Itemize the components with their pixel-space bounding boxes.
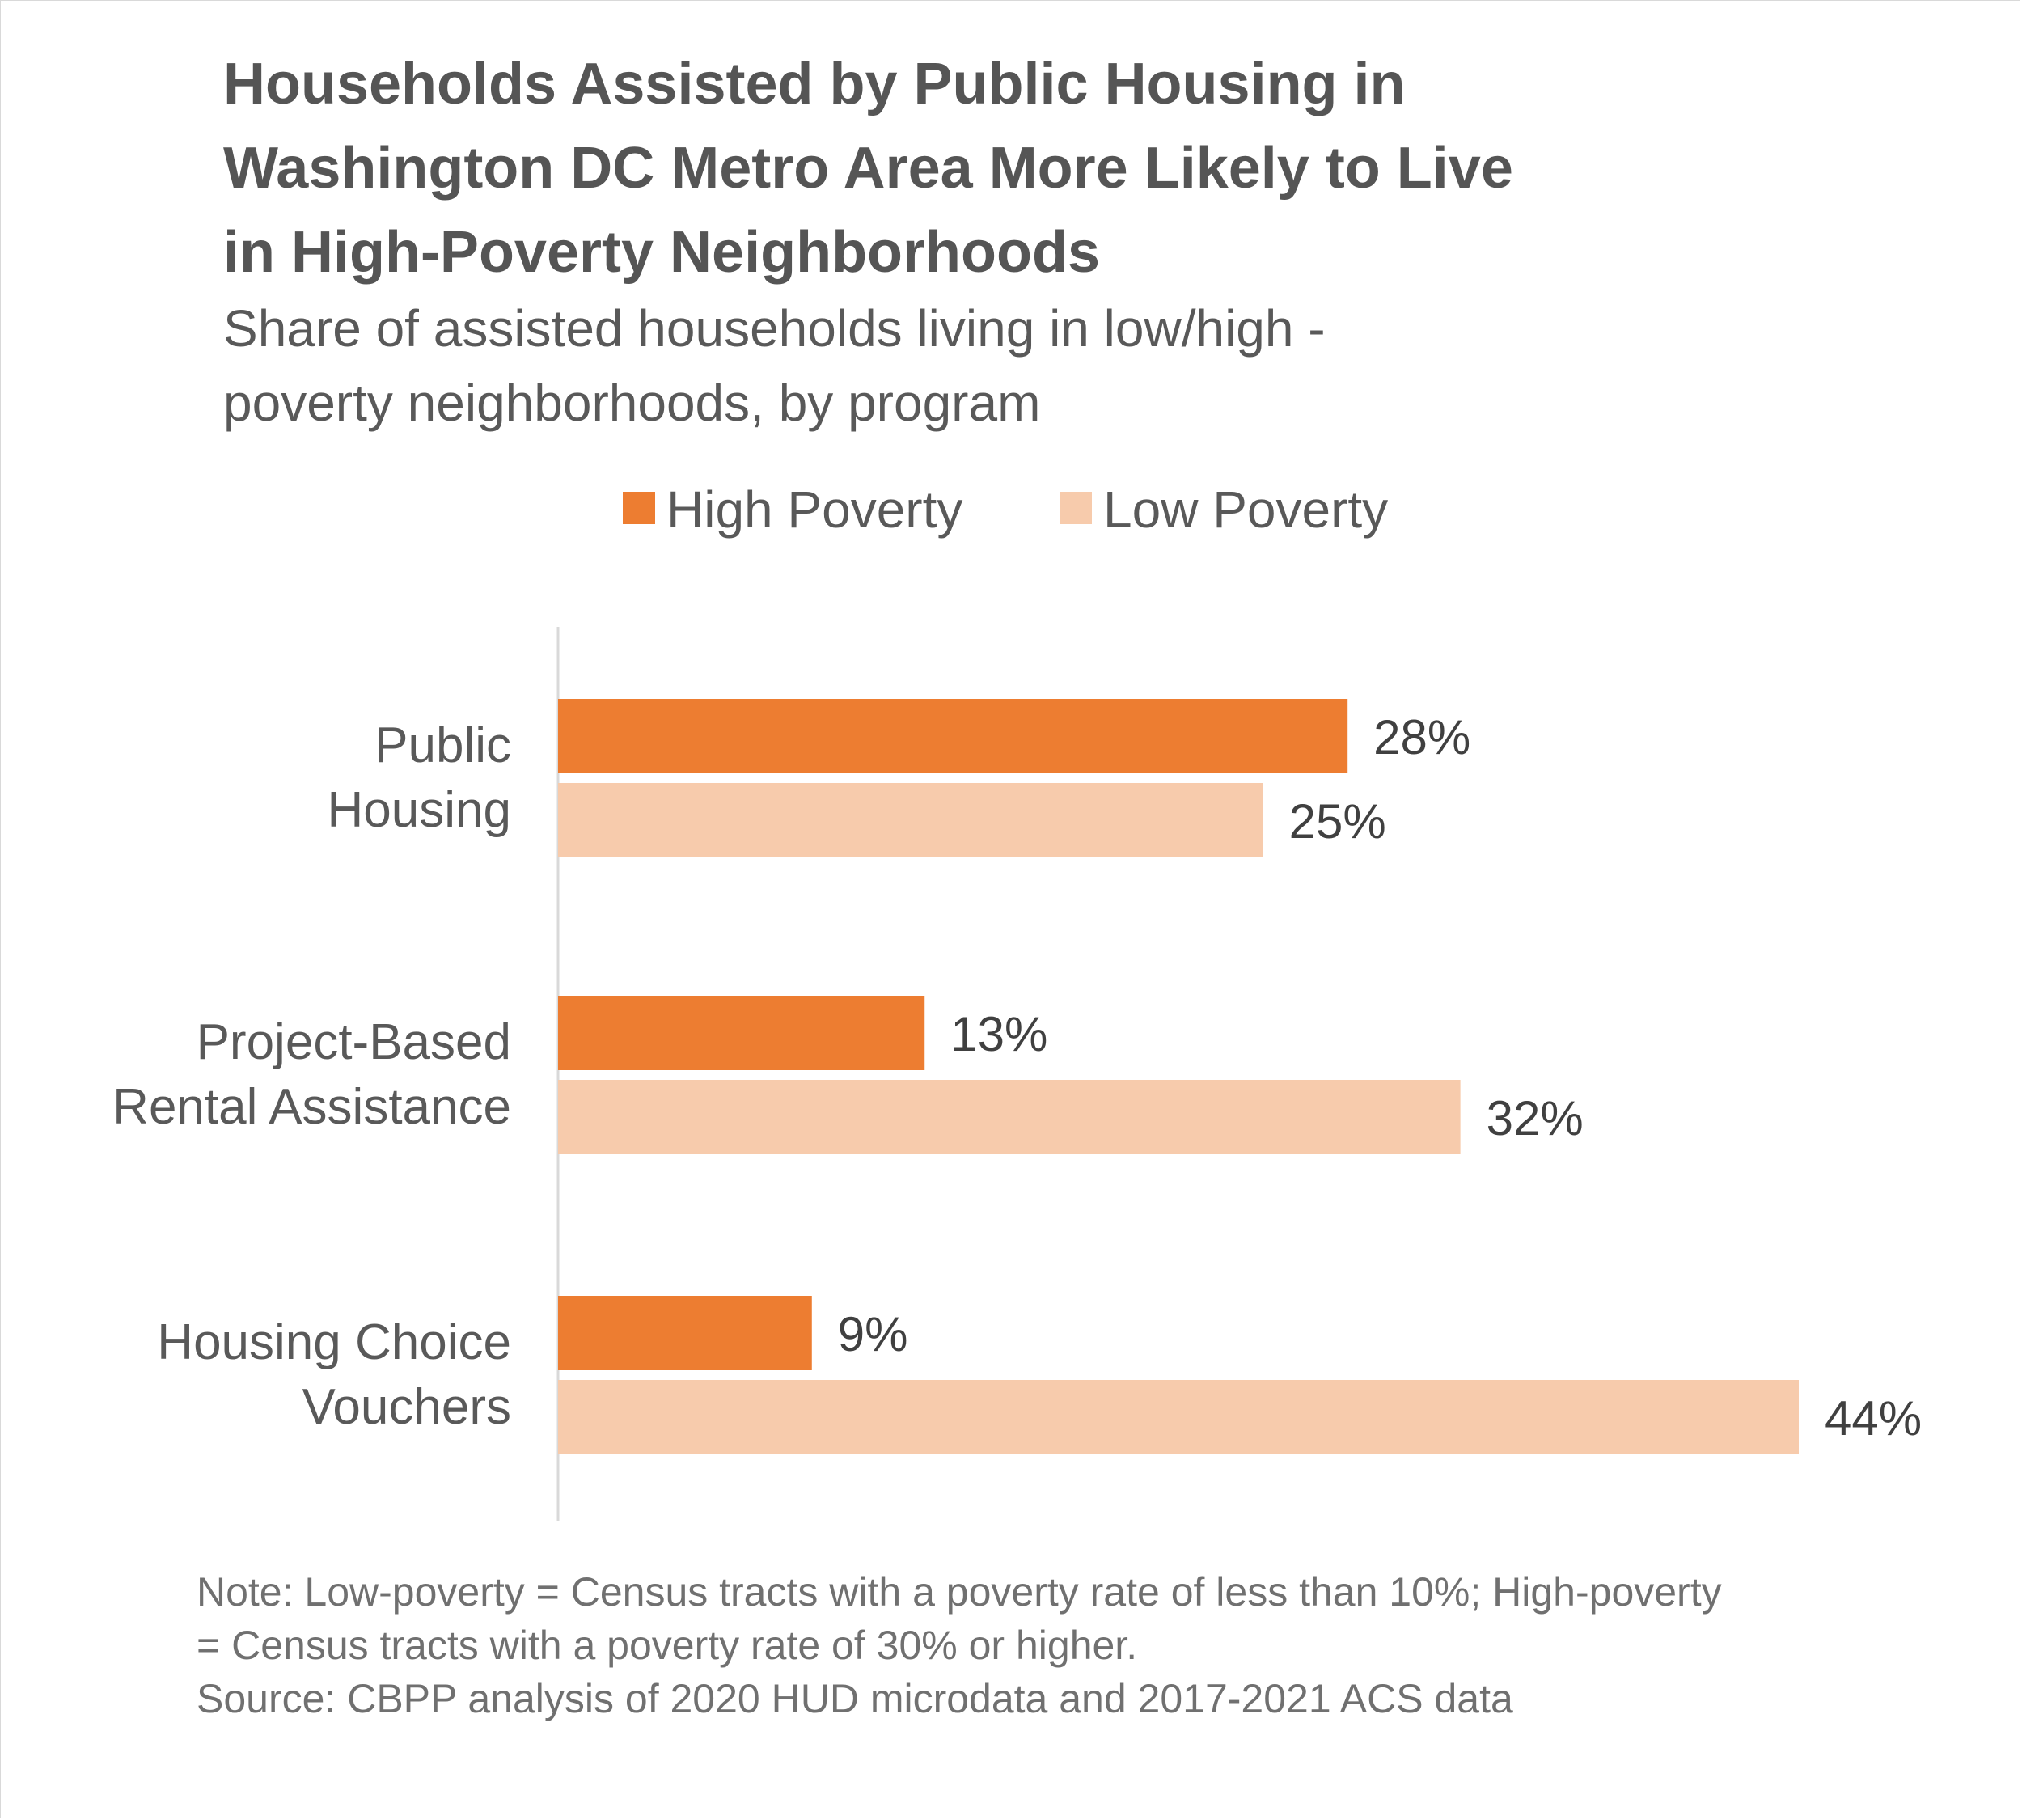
footnote-line-3: Source: CBPP analysis of 2020 HUD microd… [197,1676,1513,1721]
bar-low-poverty-0 [558,783,1263,857]
data-label-low-poverty-1: 32% [1487,1091,1584,1145]
chart-legend: High Poverty Low Poverty [0,477,2022,542]
bar-low-poverty-1 [558,1080,1461,1154]
title-line-2: Washington DC Metro Area More Likely to … [223,136,1513,201]
legend-label-high-poverty: High Poverty [666,480,963,539]
legend-label-low-poverty: Low Poverty [1103,480,1389,539]
data-label-high-poverty-0: 28% [1373,710,1470,764]
chart-subtitle: Share of assisted households living in l… [223,291,1841,440]
title-line-3: in High-Poverty Neighborhoods [223,220,1101,285]
category-label-1-line-1: Rental Assistance [112,1079,511,1135]
bar-high-poverty-0 [558,699,1348,773]
data-label-low-poverty-0: 25% [1289,794,1386,849]
data-label-high-poverty-1: 13% [950,1007,1047,1061]
category-label-2-line-0: Housing Choice [157,1314,511,1370]
data-label-high-poverty-2: 9% [838,1307,908,1361]
category-label-0-line-0: Public [374,717,511,773]
category-label-2-line-1: Vouchers [302,1379,511,1435]
bar-low-poverty-2 [558,1380,1799,1454]
chart-footnote: Note: Low-poverty = Census tracts with a… [197,1565,1976,1725]
data-label-low-poverty-2: 44% [1825,1391,1922,1445]
title-line-1: Households Assisted by Public Housing in [223,52,1406,116]
chart-title: Households Assisted by Public Housing in… [223,42,1841,294]
legend-swatch-low-poverty [1060,492,1092,524]
footnote-line-1: Note: Low-poverty = Census tracts with a… [197,1569,1722,1615]
category-label-1-line-0: Project-Based [197,1014,511,1070]
subtitle-line-1: Share of assisted households living in l… [223,299,1326,358]
subtitle-line-2: poverty neighborhoods, by program [223,374,1041,432]
legend-swatch-high-poverty [623,492,655,524]
footnote-line-2: = Census tracts with a poverty rate of 3… [197,1623,1138,1668]
category-label-0-line-1: Housing [328,782,511,838]
bar-high-poverty-1 [558,996,925,1070]
bar-high-poverty-2 [558,1296,812,1370]
